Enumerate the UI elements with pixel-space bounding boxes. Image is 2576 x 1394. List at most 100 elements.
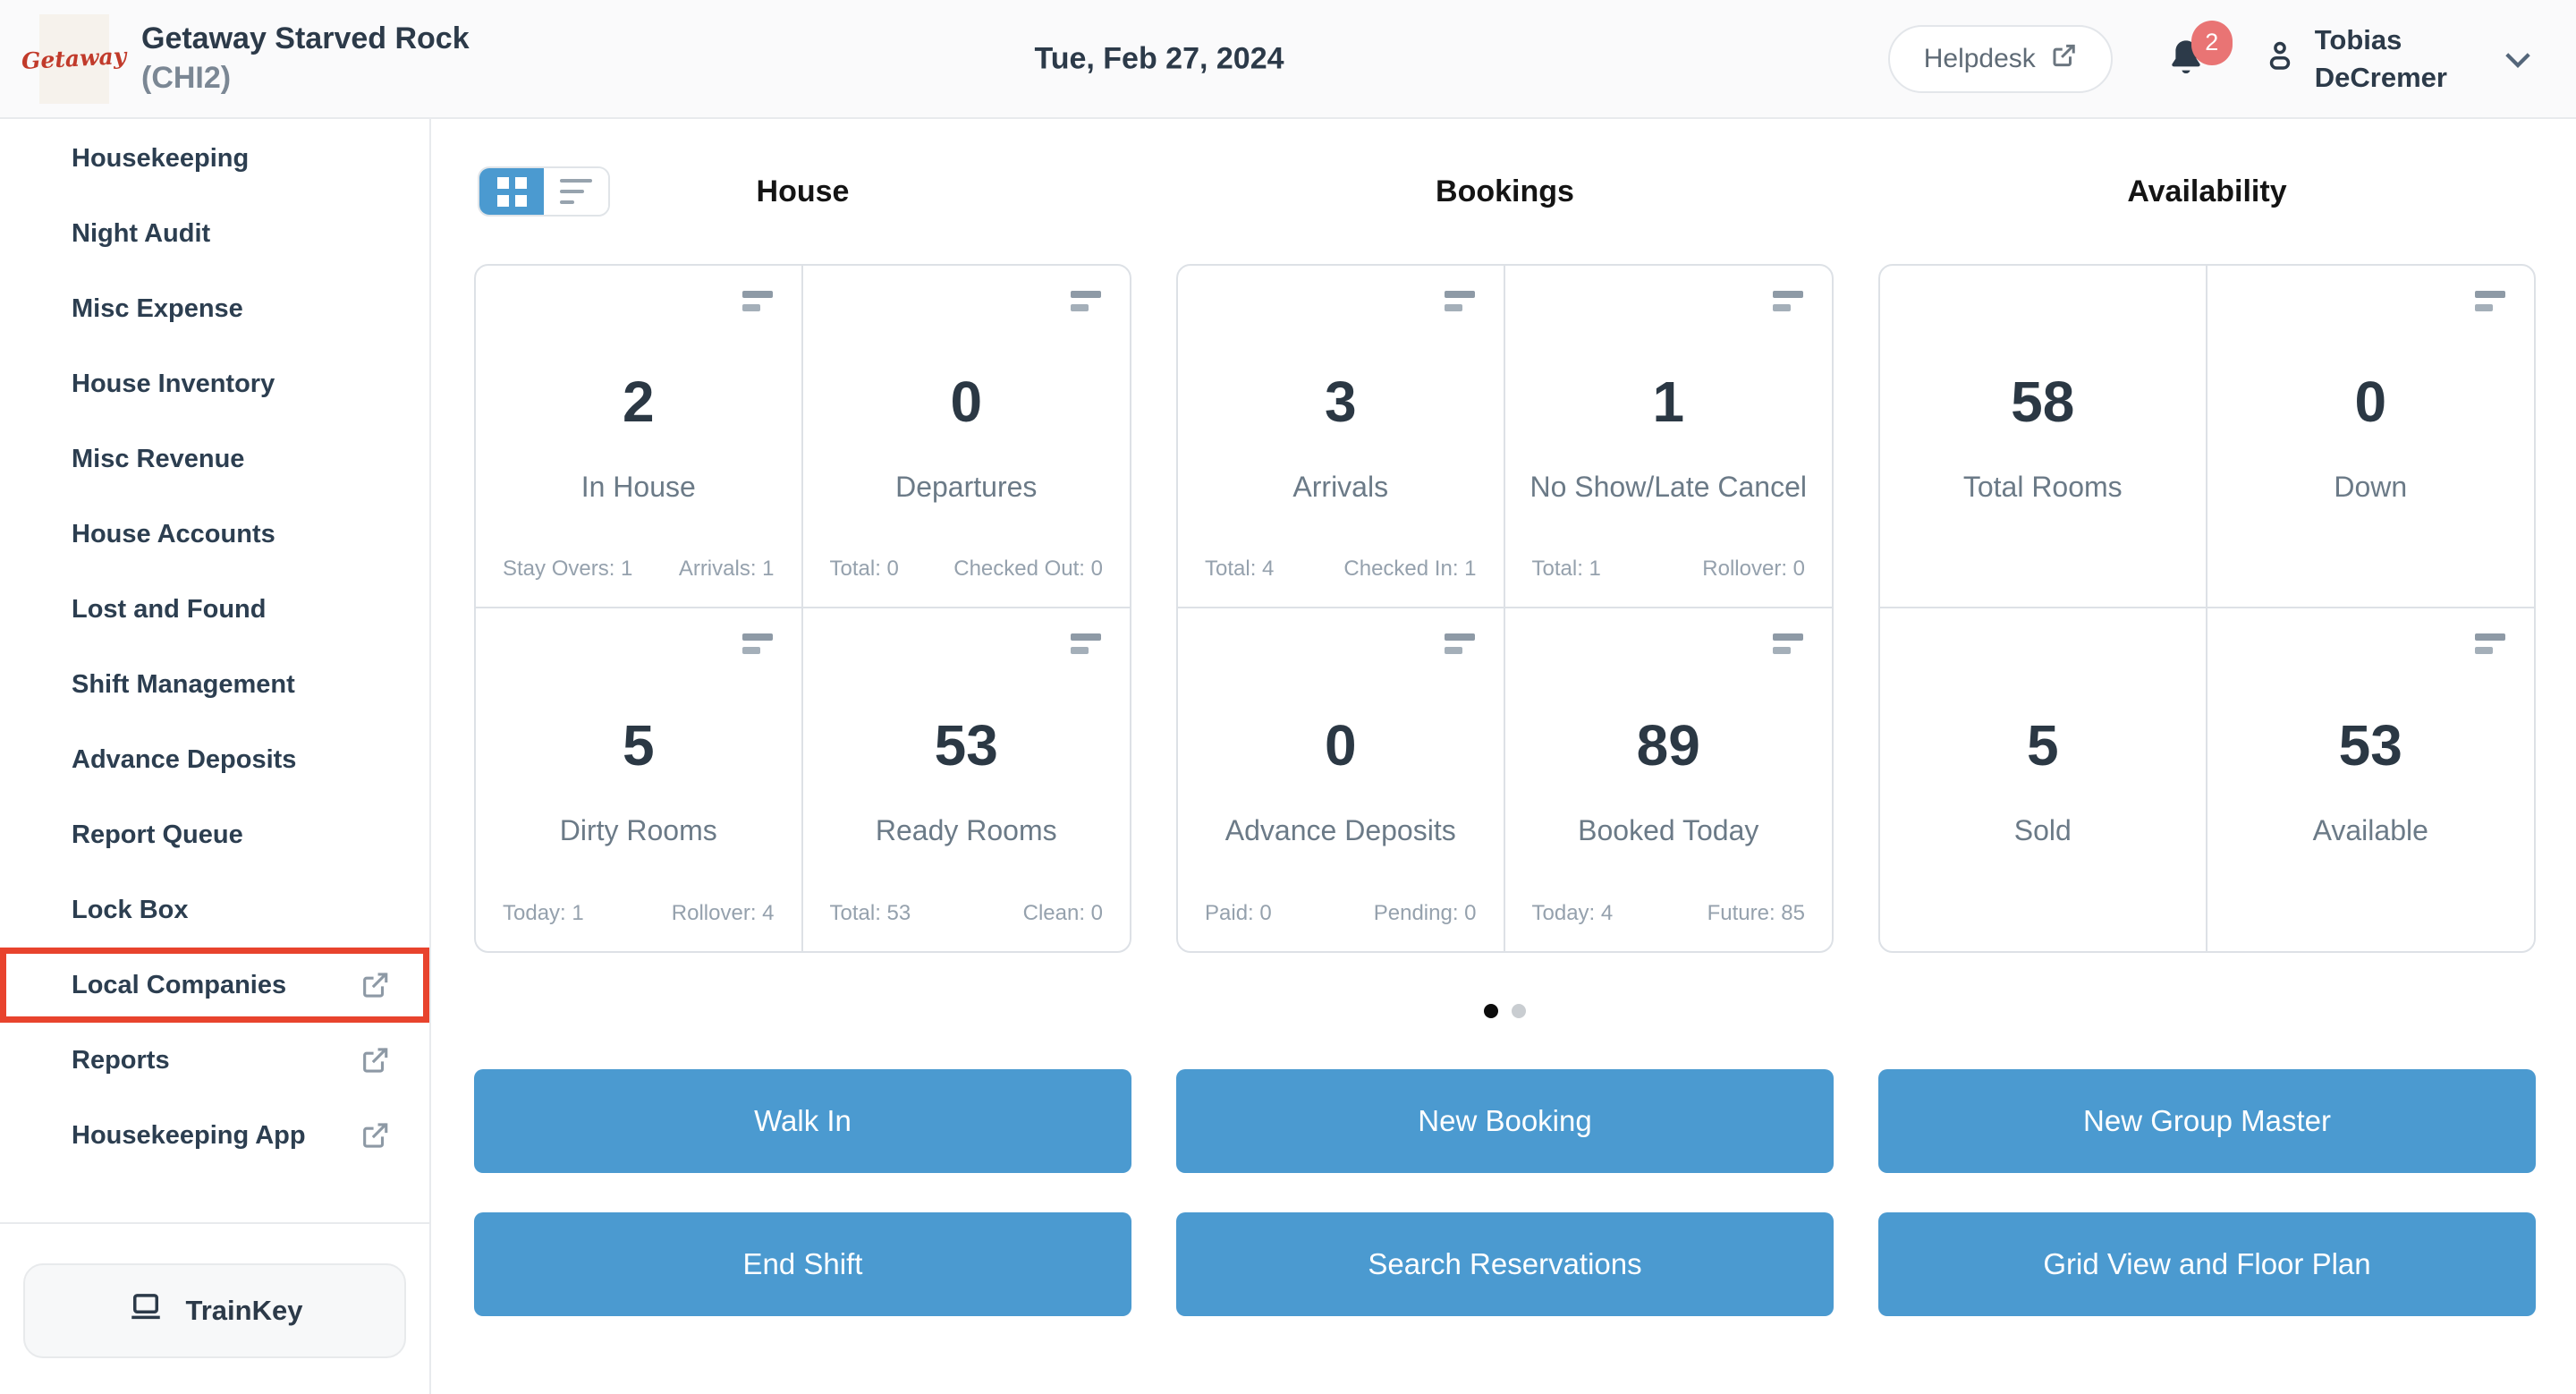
stat-bars-icon[interactable]: [741, 291, 773, 311]
card-departures[interactable]: 0 Departures Total: 0 Checked Out: 0: [802, 266, 1130, 608]
bell-icon: [2165, 39, 2207, 85]
card-value: 5: [2026, 713, 2059, 778]
sidebar-item-housekeeping[interactable]: Housekeeping: [0, 121, 429, 196]
card-available[interactable]: 53 Available: [2207, 608, 2535, 951]
card-stat-left: Total: 1: [1531, 557, 1601, 581]
grid-view-floor-plan-button[interactable]: Grid View and Floor Plan: [1878, 1212, 2536, 1316]
sidebar-item-label: Report Queue: [72, 820, 243, 849]
sidebar: Housekeeping Night Audit Misc Expense Ho…: [0, 119, 431, 1394]
external-link-icon: [360, 970, 390, 1000]
chevron-down-icon[interactable]: [2499, 40, 2537, 78]
sidebar-item-misc-expense[interactable]: Misc Expense: [0, 271, 429, 346]
bookings-section: 3 Arrivals Total: 4 Checked In: 1 1 No S…: [1176, 264, 1834, 953]
sidebar-item-lock-box[interactable]: Lock Box: [0, 872, 429, 948]
sidebar-item-label: Misc Expense: [72, 293, 243, 323]
sidebar-item-lost-and-found[interactable]: Lost and Found: [0, 572, 429, 647]
sidebar-item-reports[interactable]: Reports: [0, 1023, 429, 1098]
pagination-dot-2[interactable]: [1512, 1004, 1526, 1018]
card-value: 53: [2338, 713, 2402, 778]
external-link-icon: [360, 1120, 390, 1151]
card-stats: Total: 53 Clean: 0: [830, 901, 1104, 926]
card-down[interactable]: 0 Down: [2207, 266, 2534, 608]
card-stats: Stay Overs: 1 Arrivals: 1: [503, 557, 775, 582]
stat-bars-icon[interactable]: [2475, 633, 2505, 654]
sidebar-item-label: Lost and Found: [72, 594, 267, 624]
card-value: 58: [2011, 370, 2075, 434]
card-label: Sold: [2013, 814, 2072, 846]
card-ready-rooms[interactable]: 53 Ready Rooms Total: 53 Clean: 0: [803, 608, 1131, 951]
sidebar-item-misc-revenue[interactable]: Misc Revenue: [0, 421, 429, 497]
helpdesk-button[interactable]: Helpdesk: [1887, 24, 2113, 93]
card-total-rooms[interactable]: 58 Total Rooms: [1880, 266, 2207, 608]
external-link-icon: [2050, 42, 2077, 76]
sidebar-nav: Housekeeping Night Audit Misc Expense Ho…: [0, 119, 429, 1222]
card-label: Available: [2312, 814, 2428, 846]
card-stats: Total: 4 Checked In: 1: [1205, 557, 1477, 582]
card-booked-today[interactable]: 89 Booked Today Today: 4 Future: 85: [1505, 608, 1833, 951]
grid-view-button[interactable]: [479, 168, 544, 215]
card-sold[interactable]: 5 Sold: [1880, 608, 2207, 951]
sidebar-item-label: Night Audit: [72, 218, 211, 248]
card-dirty-rooms[interactable]: 5 Dirty Rooms Today: 1 Rollover: 4: [476, 608, 803, 951]
bookings-card-group: 3 Arrivals Total: 4 Checked In: 1 1 No S…: [1176, 264, 1834, 953]
card-stat-left: Today: 1: [503, 901, 584, 925]
stat-bars-icon[interactable]: [1071, 291, 1101, 311]
walk-in-button[interactable]: Walk In: [474, 1069, 1131, 1173]
stat-bars-icon[interactable]: [1773, 633, 1803, 654]
sidebar-item-night-audit[interactable]: Night Audit: [0, 196, 429, 271]
sidebar-item-house-accounts[interactable]: House Accounts: [0, 497, 429, 572]
search-reservations-button[interactable]: Search Reservations: [1176, 1212, 1834, 1316]
card-stat-right: Arrivals: 1: [678, 557, 775, 581]
helpdesk-label: Helpdesk: [1923, 43, 2036, 73]
card-no-show-late-cancel[interactable]: 1 No Show/Late Cancel Total: 1 Rollover:…: [1504, 266, 1832, 608]
card-stat-right: Checked In: 1: [1343, 557, 1477, 581]
stat-bars-icon[interactable]: [741, 633, 773, 654]
card-advance-deposits[interactable]: 0 Advance Deposits Paid: 0 Pending: 0: [1178, 608, 1505, 951]
sidebar-item-label: Housekeeping: [72, 143, 250, 173]
card-label: Ready Rooms: [875, 814, 1057, 846]
card-stat-right: Pending: 0: [1373, 901, 1477, 925]
card-in-house[interactable]: 2 In House Stay Overs: 1 Arrivals: 1: [476, 266, 803, 608]
sidebar-item-report-queue[interactable]: Report Queue: [0, 797, 429, 872]
stat-bars-icon[interactable]: [1773, 291, 1803, 311]
business-date: Tue, Feb 27, 2024: [1034, 41, 1284, 75]
end-shift-button[interactable]: End Shift: [474, 1212, 1131, 1316]
card-value: 0: [950, 370, 983, 434]
sidebar-item-shift-management[interactable]: Shift Management: [0, 647, 429, 722]
new-group-master-button[interactable]: New Group Master: [1878, 1069, 2536, 1173]
sidebar-item-advance-deposits[interactable]: Advance Deposits: [0, 722, 429, 797]
property-code: (CHI2): [141, 60, 232, 95]
trainkey-button[interactable]: TrainKey: [23, 1263, 406, 1358]
card-label: Advance Deposits: [1224, 814, 1456, 846]
sidebar-item-housekeeping-app[interactable]: Housekeeping App: [0, 1098, 429, 1173]
card-stat-right: Clean: 0: [1022, 901, 1103, 925]
card-stat-right: Rollover: 0: [1702, 557, 1805, 581]
card-label: Departures: [895, 471, 1038, 503]
stat-bars-icon[interactable]: [1071, 633, 1101, 654]
card-label: Booked Today: [1578, 814, 1759, 846]
card-stats: Paid: 0 Pending: 0: [1205, 901, 1477, 926]
stat-bars-icon[interactable]: [1444, 291, 1475, 311]
card-stat-left: Stay Overs: 1: [503, 557, 633, 581]
sidebar-item-local-companies[interactable]: Local Companies: [0, 948, 429, 1023]
view-toggle: [478, 166, 610, 217]
card-stat-right: Checked Out: 0: [953, 557, 1103, 581]
card-label: Dirty Rooms: [559, 814, 717, 846]
notifications-button[interactable]: 2: [2165, 20, 2233, 85]
card-label: Arrivals: [1292, 471, 1389, 503]
new-booking-button[interactable]: New Booking: [1176, 1069, 1834, 1173]
list-view-button[interactable]: [544, 168, 608, 215]
stat-bars-icon[interactable]: [2475, 291, 2505, 311]
getaway-logo-text: Getaway: [21, 42, 128, 75]
availability-card-group: 58 Total Rooms 0 Down 5 Sold 53: [1878, 264, 2536, 953]
sidebar-item-house-inventory[interactable]: House Inventory: [0, 346, 429, 421]
card-value: 5: [622, 713, 655, 778]
user-menu[interactable]: Tobias DeCremer: [2261, 21, 2537, 97]
pagination-dot-1[interactable]: [1484, 1004, 1498, 1018]
stat-bars-icon[interactable]: [1444, 633, 1475, 654]
card-arrivals[interactable]: 3 Arrivals Total: 4 Checked In: 1: [1178, 266, 1505, 608]
property-name: Getaway Starved Rock: [141, 21, 470, 55]
card-stats: Total: 1 Rollover: 0: [1532, 557, 1806, 582]
card-stat-left: Today: 4: [1531, 901, 1614, 925]
section-title-availability: Availability: [2127, 174, 2287, 208]
